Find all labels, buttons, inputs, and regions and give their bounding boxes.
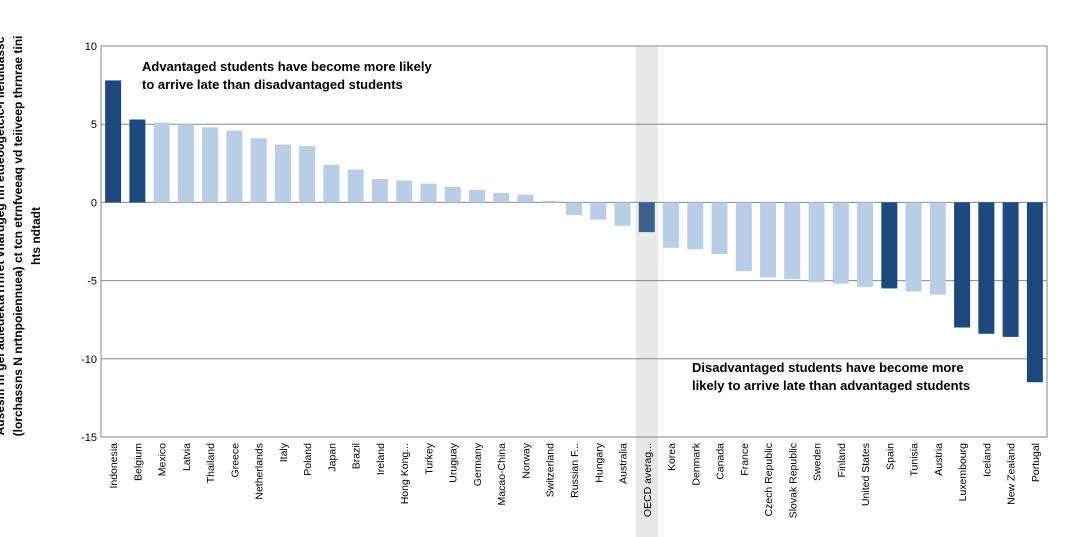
- bar: [468, 189, 485, 203]
- bar: [954, 202, 971, 328]
- x-tick-label: Poland: [302, 443, 314, 476]
- x-tick-label: Australia: [618, 443, 630, 484]
- bar: [226, 130, 243, 203]
- bar: [323, 164, 340, 203]
- bar: [857, 202, 874, 287]
- x-tick-label: Netherlands: [254, 443, 266, 500]
- x-tick-label: Ireland: [375, 443, 387, 475]
- x-tick-label: Greece: [229, 443, 241, 478]
- x-tick-label: Turkey: [423, 442, 435, 474]
- bar: [687, 202, 704, 250]
- x-tick-label: Germany: [472, 442, 484, 486]
- bar: [517, 194, 534, 203]
- x-tick-label: Mexico: [157, 443, 169, 476]
- x-tick-label: United States: [860, 443, 872, 506]
- y-tick-label: 0: [91, 197, 97, 209]
- x-tick-label: Tunisia: [909, 443, 921, 477]
- y-tick-label: -15: [81, 432, 97, 444]
- x-tick-label: Czech Republic: [763, 443, 775, 517]
- x-tick-label: Portugal: [1030, 443, 1042, 482]
- x-tick-label: Switzerland: [545, 443, 557, 497]
- bar: [493, 193, 510, 203]
- x-tick-label: Austria: [933, 443, 945, 476]
- bar: [177, 124, 194, 203]
- bar: [881, 202, 898, 289]
- y-tick-label: 10: [85, 41, 97, 53]
- x-tick-label: Brazil: [351, 443, 363, 469]
- x-tick-label: Spain: [884, 443, 896, 470]
- x-tick-label: Finland: [836, 443, 848, 478]
- x-tick-label: Thailand: [205, 443, 217, 483]
- annotation-disadvantaged-line-2: likely to arrive late than advantaged st…: [692, 378, 971, 393]
- bar: [832, 202, 849, 284]
- x-tick-label: Sweden: [812, 443, 824, 481]
- x-tick-label: Denmark: [690, 442, 702, 485]
- bar: [978, 202, 995, 334]
- bar: [784, 202, 801, 280]
- bar: [590, 202, 607, 220]
- y-tick-label: -5: [87, 276, 97, 288]
- bar: [614, 202, 631, 226]
- bar: [299, 146, 316, 203]
- y-axis-label-line-3: hts ndtadt: [29, 207, 43, 266]
- bar: [153, 122, 170, 203]
- bar: [541, 200, 558, 203]
- x-tick-label: Japan: [326, 443, 338, 472]
- x-tick-label: Russian F...: [569, 443, 581, 498]
- x-tick-label: Iceland: [981, 443, 993, 477]
- bar: [371, 178, 388, 203]
- annotation-advantaged: Advantaged students have become more lik…: [142, 58, 432, 94]
- bar: [929, 202, 946, 295]
- x-tick-label: Uruguay: [448, 442, 460, 482]
- bar: [129, 119, 146, 203]
- annotation-advantaged-line-2: to arrive late than disadvantaged studen…: [142, 77, 403, 92]
- plot-frame: [100, 45, 1048, 438]
- x-tick-label: Latvia: [181, 443, 193, 471]
- bar: [1026, 202, 1043, 383]
- bar: [396, 180, 413, 203]
- x-tick-label: Norway: [520, 442, 532, 478]
- x-tick-label: Macao-China: [496, 443, 508, 506]
- bar: [420, 183, 437, 203]
- bar: [808, 202, 825, 283]
- bar: [711, 202, 728, 255]
- x-tick-label: Hong Kong...: [399, 443, 411, 504]
- bar: [1002, 202, 1019, 337]
- bar: [760, 202, 777, 278]
- annotation-advantaged-line-1: Advantaged students have become more lik…: [142, 59, 432, 74]
- bar: [565, 202, 583, 215]
- y-tick-label: -10: [81, 354, 97, 366]
- x-tick-label: Belgium: [132, 443, 144, 481]
- bar: [347, 169, 364, 203]
- bar: [663, 202, 680, 248]
- x-tick-label: Indonesia: [108, 443, 120, 489]
- bar: [638, 202, 655, 233]
- bar: [905, 202, 922, 292]
- oecd-highlight-band: [635, 46, 658, 537]
- bar: [105, 80, 122, 203]
- bar: [202, 127, 219, 203]
- x-tick-label: Italy: [278, 442, 290, 462]
- bar: [250, 138, 267, 203]
- x-tick-label: Korea: [666, 443, 678, 471]
- y-tick-label: 5: [91, 119, 97, 131]
- annotation-disadvantaged-line-1: Disadvantaged students have become more: [692, 360, 964, 375]
- annotation-disadvantaged: Disadvantaged students have become more …: [692, 359, 970, 395]
- bar: [274, 144, 291, 203]
- y-axis-label-line-2: (lorchassns N nrtnpoiennuea) ct tcn etrn…: [11, 35, 25, 437]
- x-tick-label: OECD averag...: [642, 443, 654, 517]
- x-tick-label: Canada: [715, 443, 727, 480]
- x-tick-label: New Zealand: [1006, 443, 1018, 505]
- x-tick-label: Luxembourg: [957, 443, 969, 502]
- bar: [444, 186, 461, 203]
- x-tick-label: Hungary: [593, 442, 605, 482]
- x-tick-label: Slovak Republic: [787, 443, 799, 518]
- y-axis-label-line-1: Ausesm nf gei adiedektaTrnret vfiardgeg …: [0, 36, 7, 436]
- bar: [735, 202, 752, 272]
- x-tick-label: France: [739, 443, 751, 476]
